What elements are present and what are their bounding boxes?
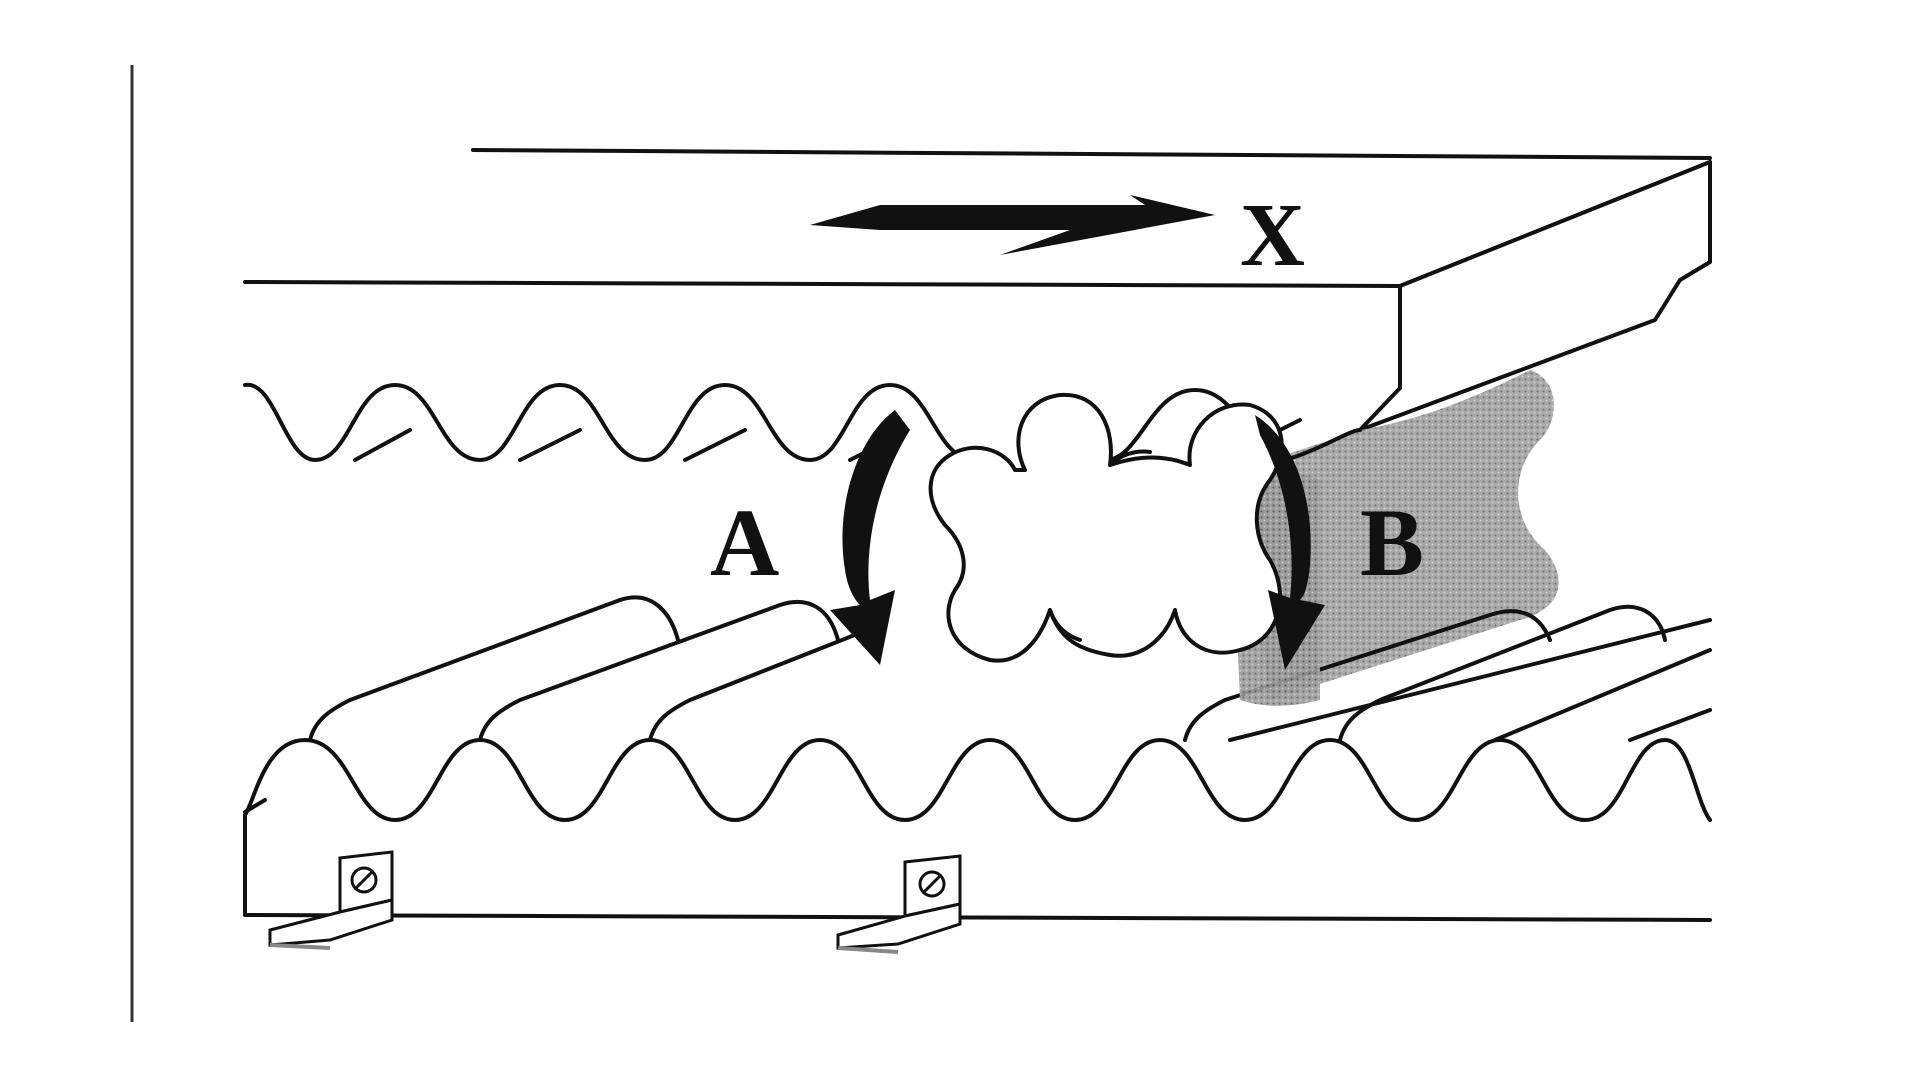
pinion-gear	[928, 392, 1320, 706]
gear-outline	[928, 392, 1284, 663]
curved-arrow-a-icon	[830, 410, 910, 665]
lower-rack-ridges	[308, 595, 1712, 742]
lower-rack	[243, 595, 1712, 922]
screw-icon	[350, 866, 378, 894]
label-a: A	[710, 489, 779, 596]
arrow-right-icon	[810, 195, 1215, 255]
lower-rack-teeth	[243, 738, 1712, 822]
curved-arrow-b-icon	[1255, 415, 1325, 670]
label-x: X	[1240, 186, 1305, 285]
upper-rack-end-face	[1358, 160, 1712, 432]
screw-icon	[918, 870, 946, 898]
mounting-bracket-icon	[836, 854, 962, 954]
mounting-bracket-icon	[268, 850, 394, 950]
label-b: B	[1360, 489, 1424, 596]
upper-rack-teeth	[243, 382, 977, 462]
